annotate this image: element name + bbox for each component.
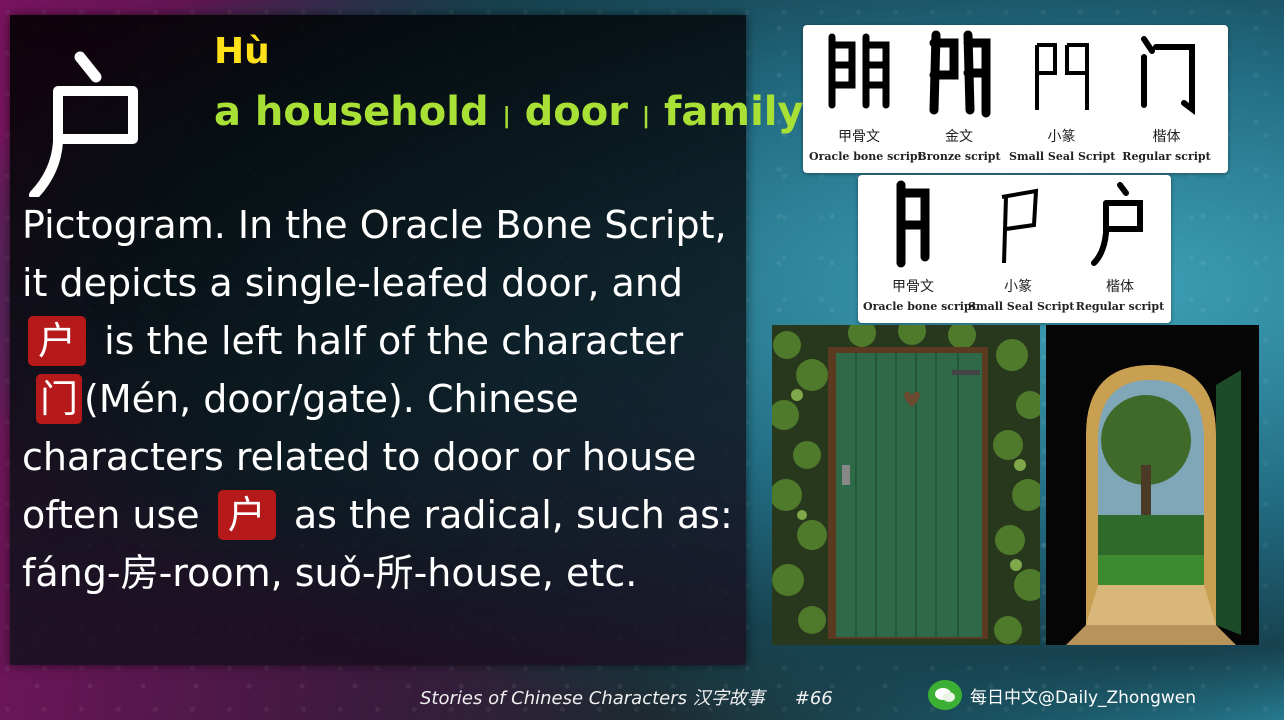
script-name-en: Small Seal Script	[1009, 150, 1116, 163]
script-name-cn: 楷体	[1106, 279, 1134, 295]
seal-hu-glyph	[1001, 188, 1039, 264]
brand-badge: 每日中文@Daily_Zhongwen	[928, 680, 1196, 710]
oracle-hu-glyph	[896, 180, 930, 268]
meaning-household: a household	[214, 89, 489, 135]
description-text: is the left half of the character	[104, 319, 684, 363]
script-name-en: Regular script	[1075, 300, 1165, 313]
script-cell: 小篆 Small Seal Script	[968, 175, 1075, 313]
highlight-character: 户	[28, 316, 87, 366]
highlight-character: 户	[217, 490, 276, 540]
separator: |	[641, 104, 651, 129]
script-evolution-men: 甲骨文 Oracle bone script 金文 Bronze script …	[803, 25, 1228, 173]
regular-men-glyph	[1140, 36, 1195, 115]
script-name-en: Bronze script	[917, 150, 1001, 163]
script-name-en: Oracle bone script	[863, 300, 977, 313]
green-door-photo	[772, 325, 1040, 645]
script-name-en: Regular script	[1122, 150, 1211, 163]
script-cell: 甲骨文 Oracle bone script	[863, 175, 977, 313]
regular-hu-glyph	[1091, 182, 1143, 266]
brand-name: 每日中文@Daily_Zhongwen	[970, 687, 1197, 708]
description-text: as the radical, such as: fáng-房-room, su…	[22, 493, 733, 595]
episode-number: #66	[794, 688, 833, 709]
script-name-cn: 甲骨文	[892, 279, 934, 295]
separator: |	[502, 104, 511, 129]
script-name-cn: 小篆	[1047, 129, 1076, 145]
arched-door-photo	[1046, 325, 1259, 645]
script-name-cn: 甲骨文	[838, 129, 880, 145]
highlight-character: 门	[36, 374, 83, 424]
script-name-cn: 金文	[945, 129, 973, 145]
seal-men-glyph	[1034, 43, 1089, 110]
meaning-family: family	[664, 89, 804, 135]
oracle-men-glyph	[828, 33, 890, 109]
script-cell: 甲骨文 Oracle bone script	[809, 25, 923, 163]
hu-character-glyph	[29, 51, 138, 200]
script-evolution-hu: 甲骨文 Oracle bone script 小篆 Small Seal Scr…	[858, 175, 1171, 323]
meanings: a household | door | family	[214, 89, 804, 135]
script-cell: 金文 Bronze script	[909, 25, 1009, 163]
description: Pictogram. In the Oracle Bone Script, it…	[22, 196, 742, 602]
description-text: Pictogram. In the Oracle Bone Script, it…	[22, 203, 727, 305]
footer: Stories of Chinese Characters 汉字故事 #66	[420, 684, 833, 710]
script-name-cn: 楷体	[1152, 129, 1181, 145]
script-cell: 小篆 Small Seal Script	[1009, 25, 1116, 163]
bronze-men-glyph	[929, 30, 991, 118]
pinyin: Hù	[214, 31, 270, 72]
series-title: Stories of Chinese Characters 汉字故事	[420, 688, 765, 709]
wechat-icon	[928, 680, 962, 710]
content-panel: Hù a household | door | family	[10, 15, 804, 665]
script-cell: 楷体 Regular script	[1070, 175, 1170, 313]
script-name-en: Oracle bone script	[809, 150, 923, 163]
main-character	[28, 47, 148, 200]
meaning-door: door	[524, 89, 628, 135]
script-name-en: Small Seal Script	[968, 300, 1075, 313]
script-cell: 楷体 Regular script	[1114, 25, 1219, 163]
description-text: (Mén, door/gate). Chinese characters rel…	[22, 377, 697, 537]
script-name-cn: 小篆	[1004, 279, 1032, 295]
